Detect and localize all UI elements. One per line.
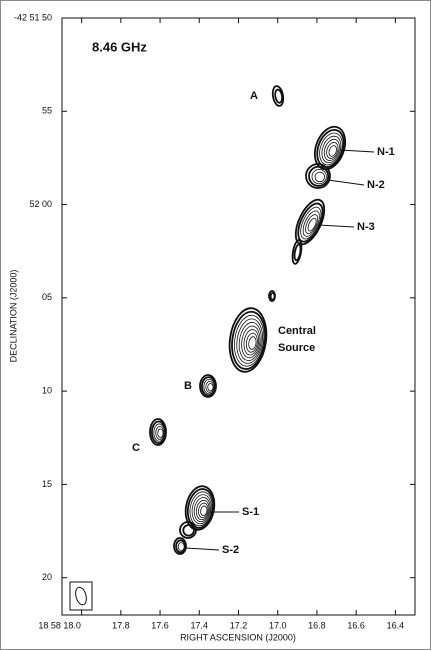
source-label: C	[132, 442, 140, 454]
contour	[243, 329, 260, 356]
y-tick-label: 20	[42, 572, 52, 582]
contour	[153, 423, 165, 442]
frequency-label: 8.46 GHz	[92, 39, 147, 54]
contour	[182, 524, 195, 537]
x-tick-label: 17.6	[151, 620, 169, 630]
contours	[149, 85, 347, 555]
contour	[177, 542, 185, 551]
x-tick-label: 16.4	[387, 620, 405, 630]
contour	[236, 318, 263, 364]
contour	[274, 88, 284, 104]
contour	[195, 499, 210, 521]
contour	[179, 521, 197, 539]
contour	[193, 497, 211, 523]
y-tick-label: 52 00	[29, 199, 52, 209]
source-label: Source	[278, 342, 315, 354]
contour	[203, 378, 215, 395]
contour	[245, 332, 258, 353]
contour	[201, 376, 217, 397]
source-label: N-3	[357, 221, 375, 233]
contour	[302, 210, 320, 237]
contour	[321, 135, 342, 164]
contour	[305, 163, 331, 189]
contour	[297, 202, 324, 243]
contour	[175, 539, 187, 554]
source-label: S-2	[222, 544, 239, 556]
source-label: A	[250, 90, 258, 102]
contour	[326, 142, 339, 159]
contour	[271, 85, 285, 107]
x-tick-label: 16.6	[347, 620, 365, 630]
contour	[269, 292, 276, 301]
x-tick-label: 17.8	[112, 620, 130, 630]
contour	[313, 125, 347, 171]
contour	[207, 383, 214, 392]
contour	[234, 314, 265, 367]
source-label: Central	[278, 325, 316, 337]
x-axis-label: RIGHT ASCENSION (J2000)	[180, 632, 296, 642]
contour	[300, 206, 322, 240]
contour	[186, 488, 215, 529]
contour	[173, 537, 187, 555]
beam	[69, 581, 93, 611]
contour	[293, 243, 302, 262]
x-tick-label: 16.8	[308, 620, 326, 630]
contour	[191, 494, 212, 525]
contour	[307, 217, 317, 232]
contour	[316, 129, 345, 168]
contour	[228, 307, 268, 373]
contour	[319, 132, 343, 166]
contour	[308, 165, 330, 187]
x-tick-label: 18 58 18.0	[38, 620, 81, 630]
contour	[238, 322, 262, 361]
contour	[294, 198, 326, 246]
contour	[241, 325, 261, 359]
leader-lines	[185, 149, 375, 551]
y-tick-label: 15	[42, 479, 52, 489]
y-tick-label: 10	[42, 386, 52, 396]
source-label: B	[184, 380, 192, 392]
contour	[323, 138, 340, 161]
contour	[311, 169, 327, 185]
contour	[198, 502, 209, 519]
contour	[200, 505, 208, 517]
y-axis-label: DECLINATION (J2000)	[8, 270, 18, 363]
source-label: N-2	[367, 179, 385, 191]
contour	[189, 491, 213, 527]
contour	[248, 336, 257, 350]
x-tick-label: 17.4	[191, 620, 209, 630]
y-tick-label: 55	[42, 106, 52, 116]
source-label: N-1	[377, 146, 395, 158]
contour	[157, 428, 164, 438]
y-tick-label: -42 51 50	[14, 12, 52, 22]
contour	[305, 214, 319, 235]
contour	[328, 145, 337, 157]
x-tick-label: 17.0	[269, 620, 287, 630]
contour	[155, 425, 165, 440]
source-label: S-1	[242, 506, 259, 518]
x-tick-label: 17.2	[230, 620, 248, 630]
y-tick-label: 05	[42, 292, 52, 302]
contour	[151, 420, 167, 445]
contour	[205, 380, 215, 393]
contour	[231, 310, 266, 370]
contour	[314, 171, 326, 183]
